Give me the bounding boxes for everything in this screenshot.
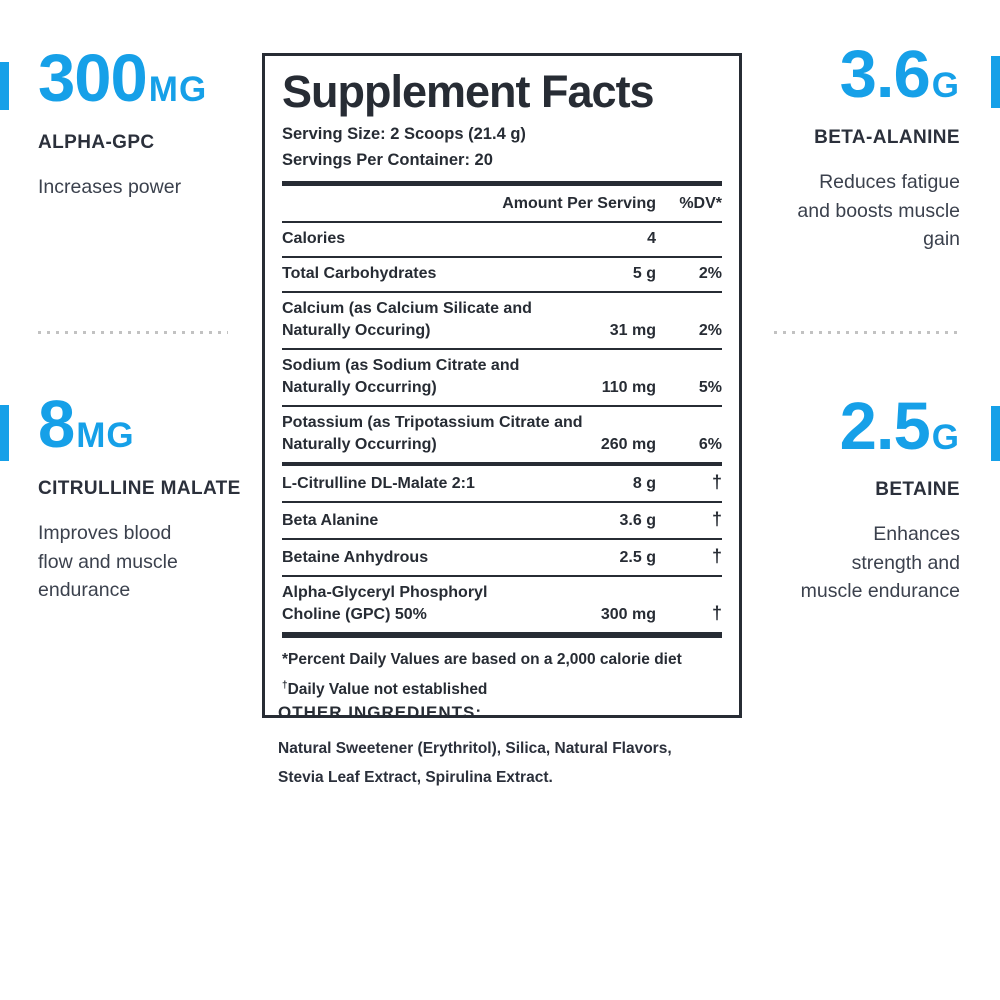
divider-thick [282, 181, 722, 186]
dagger-symbol: † [711, 472, 722, 492]
row-amount: 3.6 g [619, 512, 656, 529]
other-ingredients-heading: OTHER INGREDIENTS: [278, 703, 483, 722]
callout-beta-alanine: 3.6G BETA-ALANINE Reduces fatigue and boo… [730, 37, 960, 254]
row-nutrient-name: Calories [282, 230, 346, 247]
row-daily-value: 6% [698, 436, 722, 453]
divider-mid [282, 462, 722, 466]
row-amount: 2.5 g [619, 549, 656, 566]
row-nutrient-name: Total Carbohydrates [282, 265, 437, 282]
divider-heavy [282, 632, 722, 638]
text-line: Increases power [38, 176, 182, 198]
callout-description: Improves blood flow and muscle endurance [38, 519, 253, 605]
row-nutrient-name: Betaine Anhydrous [282, 549, 429, 566]
callout-unit: G [931, 418, 960, 457]
text-line: Reduces fatigue [819, 171, 960, 193]
row-nutrient-name: Sodium (as Sodium Citrate and Naturally O… [282, 357, 520, 396]
callout-betaine: 2.5G BETAINE Enhances strength and muscle … [725, 389, 960, 606]
footnote: †Daily Value not established [282, 680, 488, 699]
callout-unit: MG [76, 416, 135, 455]
footnote: *Percent Daily Values are based on a 2,0… [282, 651, 682, 668]
accent-bar-top-right [991, 56, 1000, 108]
panel-title: Supplement Facts [282, 66, 655, 117]
row-amount: 260 mg [600, 436, 656, 453]
callout-description: Enhances strength and muscle endurance [725, 520, 960, 606]
row-amount: 4 [647, 230, 656, 247]
table-row: L-Citrulline DL-Malate 2:1 8 g † [282, 466, 722, 503]
text-line: muscle endurance [800, 580, 960, 602]
accent-bar-bottom-right [991, 406, 1000, 461]
active-ingredient-rows: L-Citrulline DL-Malate 2:1 8 g † Beta Alani… [282, 466, 722, 632]
other-ingredients-section: OTHER INGREDIENTS: Natural Sweetener (Er… [278, 703, 738, 792]
text-line: Stevia Leaf Extract, Spirulina Extract. [278, 769, 553, 786]
text-line: gain [923, 228, 960, 250]
row-amount: 110 mg [601, 379, 656, 396]
callout-amount: 8MG [38, 387, 135, 462]
text-line: flow and muscle [38, 550, 178, 573]
row-daily-value: † [664, 545, 722, 569]
table-header-row: Amount Per Serving %DV* [282, 186, 722, 223]
row-daily-value: 2% [698, 322, 722, 339]
row-amount: 5 g [632, 265, 656, 282]
dotted-divider-left [38, 331, 228, 334]
callout-description: Increases power [38, 173, 253, 202]
supplement-facts-panel: Supplement Facts Serving Size: 2 Scoops … [262, 53, 742, 719]
text-line: Improves blood [38, 522, 172, 544]
table-row: Alpha-Glyceryl Phosphoryl Choline (GPC) 5… [282, 577, 722, 632]
row-amount: 8 g [632, 475, 656, 492]
table-row: Betaine Anhydrous 2.5 g † [282, 540, 722, 577]
row-amount: 31 mg [609, 322, 656, 339]
callout-amount: 300MG [38, 41, 208, 116]
accent-bar-top-left [0, 62, 9, 110]
callout-unit: G [931, 66, 960, 105]
row-nutrient-name: L-Citrulline DL-Malate 2:1 [282, 475, 475, 492]
table-row: Beta Alanine 3.6 g † [282, 503, 722, 540]
accent-bar-bottom-left [0, 405, 9, 461]
text-line: and boosts muscle [797, 199, 960, 222]
serving-size: Serving Size: 2 Scoops (21.4 g) [282, 125, 526, 143]
footnotes: *Percent Daily Values are based on a 2,0… [282, 638, 722, 703]
text-line: strength and [851, 551, 960, 574]
callout-citrulline-malate: 8MG CITRULLINE MALATE Improves blood flow… [38, 387, 253, 605]
row-nutrient-name: Calcium (as Calcium Silicate and Naturall… [282, 300, 532, 339]
row-nutrient-name: Beta Alanine [282, 512, 379, 529]
callout-amount: 2.5G [839, 389, 960, 464]
table-row: Total Carbohydrates 5 g 2% [282, 258, 722, 293]
column-header-amount: Amount Per Serving [502, 195, 656, 212]
row-daily-value: † [664, 602, 722, 626]
callout-unit: MG [148, 70, 208, 109]
dagger-symbol: † [711, 546, 722, 566]
callout-alpha-gpc: 300MG ALPHA-GPC Increases power [38, 41, 253, 202]
column-header-dv: %DV* [679, 195, 722, 212]
callout-amount: 3.6G [839, 37, 960, 112]
table-row: Calories 4 [282, 223, 722, 258]
dagger-symbol: † [711, 603, 722, 623]
row-amount: 300 mg [600, 606, 656, 623]
callout-ingredient-name: CITRULLINE MALATE [38, 478, 241, 499]
row-nutrient-name: Alpha-Glyceryl Phosphoryl Choline (GPC) 5… [282, 584, 488, 623]
servings-per-container: Servings Per Container: 20 [282, 151, 493, 169]
callout-ingredient-name: ALPHA-GPC [38, 132, 155, 153]
callout-ingredient-name: BETAINE [875, 479, 960, 500]
nutrient-rows: Calories 4 Total Carbohydrates 5 g 2% Calcium… [282, 223, 722, 462]
callout-ingredient-name: BETA-ALANINE [814, 127, 960, 148]
text-line: Enhances [873, 523, 960, 545]
row-nutrient-name: Potassium (as Tripotassium Citrate and Na… [282, 414, 583, 453]
row-daily-value: † [664, 471, 722, 495]
row-daily-value: 5% [698, 379, 722, 396]
text-line: endurance [38, 579, 131, 601]
row-daily-value: 2% [698, 265, 722, 282]
table-row: Potassium (as Tripotassium Citrate and Na… [282, 407, 722, 462]
dotted-divider-right [774, 331, 962, 334]
other-ingredients-text: Natural Sweetener (Erythritol), Silica, … [278, 734, 738, 792]
row-daily-value: † [664, 508, 722, 532]
text-line: Natural Sweetener (Erythritol), Silica, … [278, 740, 672, 757]
table-row: Calcium (as Calcium Silicate and Naturall… [282, 293, 722, 350]
callout-description: Reduces fatigue and boosts muscle gain [730, 168, 960, 254]
table-row: Sodium (as Sodium Citrate and Naturally O… [282, 350, 722, 407]
dagger-symbol: † [711, 509, 722, 529]
